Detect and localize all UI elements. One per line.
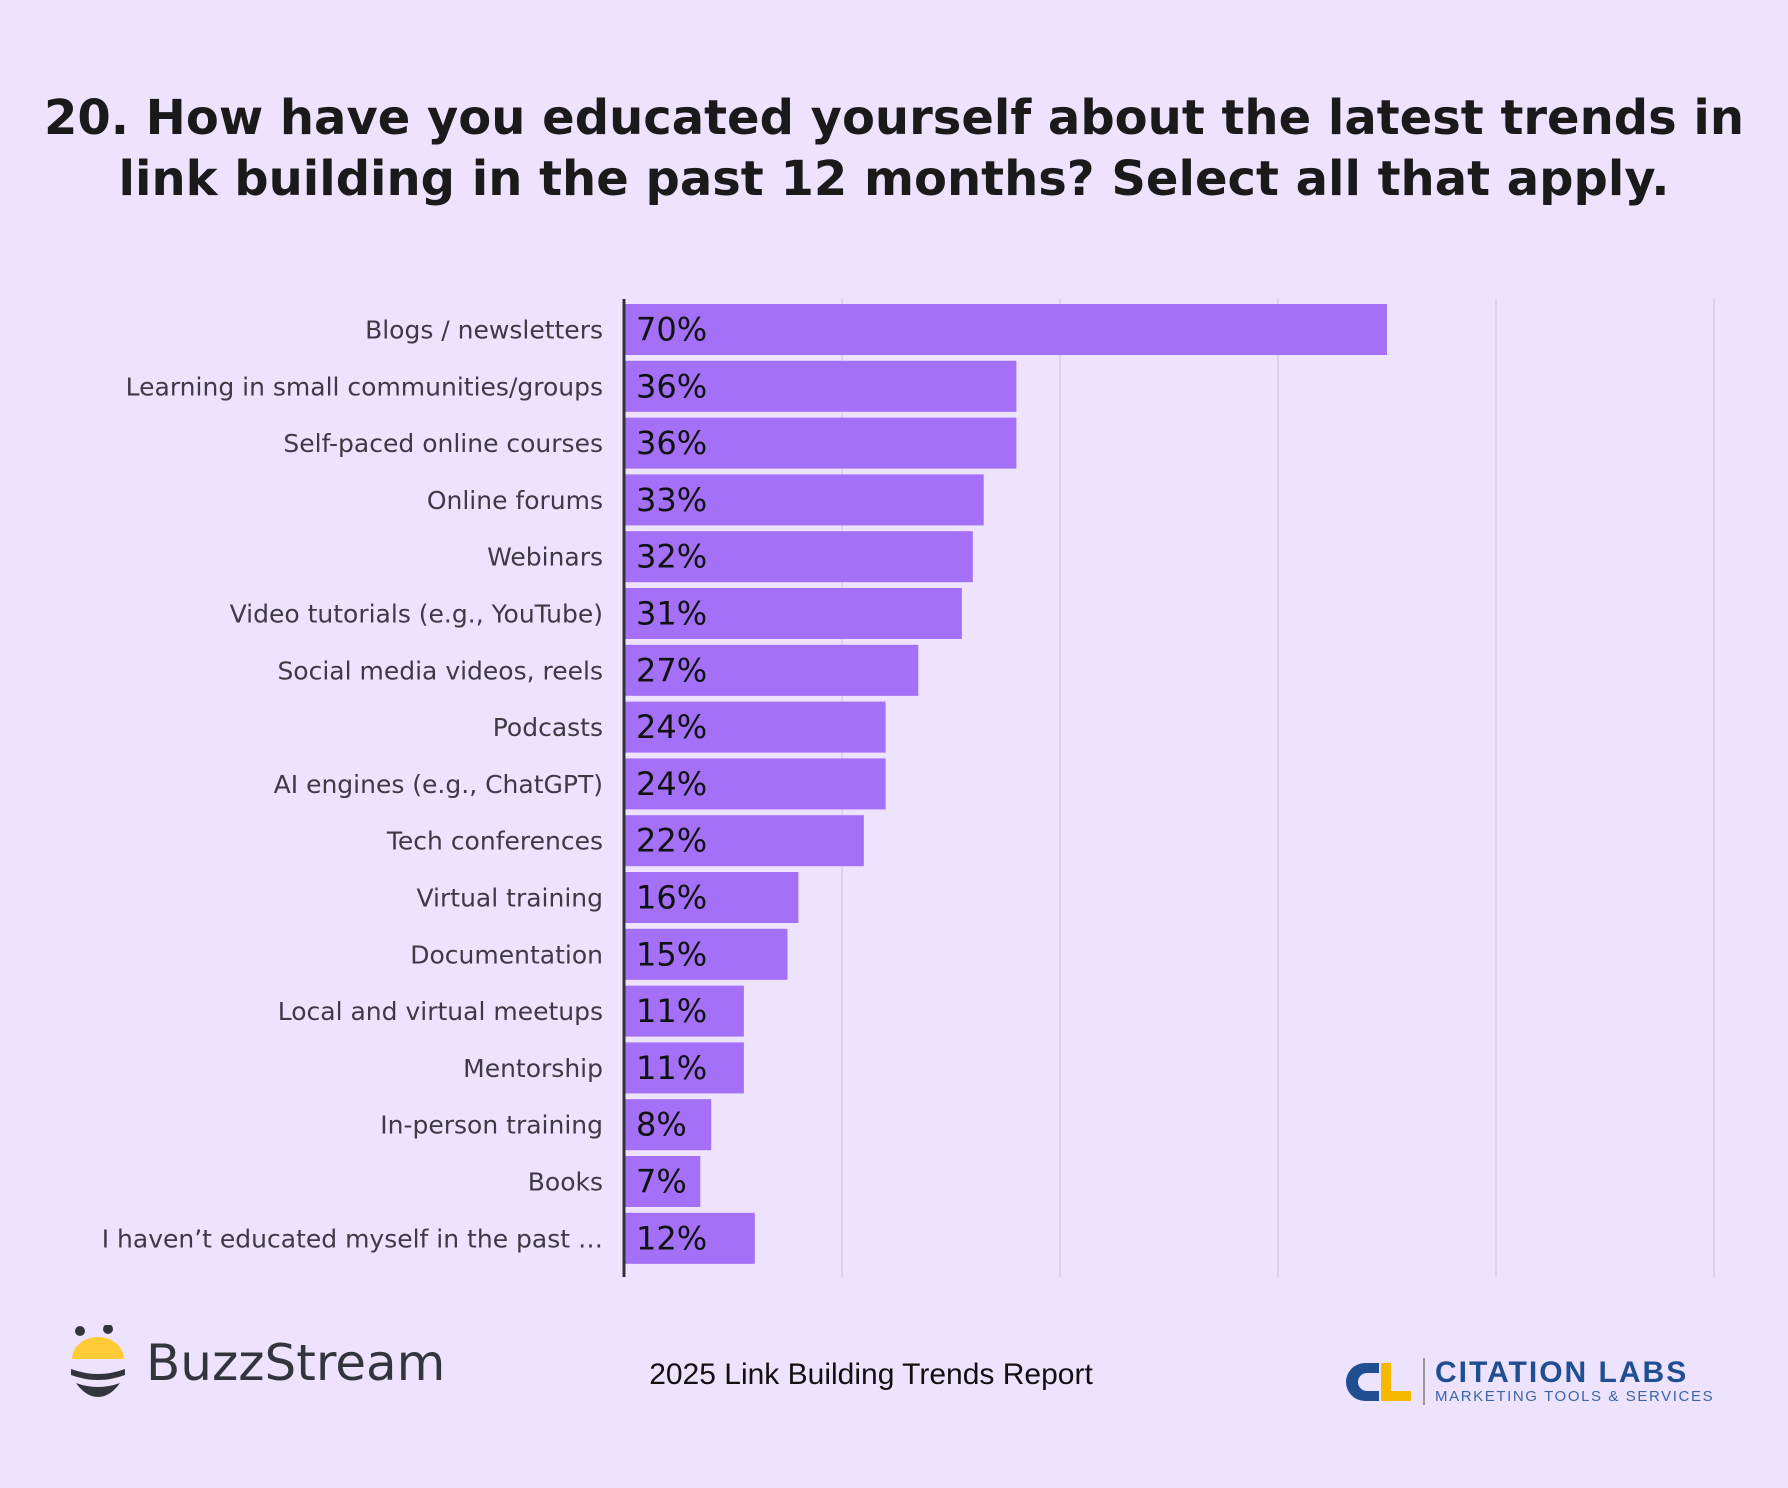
bar xyxy=(624,1212,755,1264)
bar xyxy=(624,531,973,583)
bar xyxy=(624,588,962,639)
citation-labs-logo: CITATION LABS MARKETING TOOLS & SERVICES xyxy=(1345,1358,1714,1405)
category-label: Video tutorials (e.g., YouTube) xyxy=(230,600,603,629)
value-label: 70% xyxy=(636,311,707,349)
category-label: Local and virtual meetups xyxy=(278,997,603,1026)
category-label: Social media videos, reels xyxy=(277,656,603,685)
value-label: 11% xyxy=(636,1049,707,1087)
value-label: 24% xyxy=(636,765,707,803)
category-label: Webinars xyxy=(487,543,603,572)
value-label: 16% xyxy=(636,879,707,917)
category-label: Tech conferences xyxy=(386,827,603,856)
value-label: 22% xyxy=(636,822,707,860)
category-label: Books xyxy=(528,1168,603,1197)
category-label: AI engines (e.g., ChatGPT) xyxy=(274,770,603,799)
category-label: Online forums xyxy=(427,486,603,515)
category-label: I haven’t educated myself in the past … xyxy=(102,1224,603,1253)
bar xyxy=(624,644,919,696)
value-label: 11% xyxy=(636,992,707,1030)
category-label: Learning in small communities/groups xyxy=(126,372,603,401)
category-label: Podcasts xyxy=(493,713,603,742)
value-label: 12% xyxy=(636,1219,707,1257)
value-label: 8% xyxy=(636,1106,687,1144)
bar xyxy=(624,928,788,980)
category-label: In-person training xyxy=(380,1111,603,1140)
bar xyxy=(624,872,799,923)
value-label: 27% xyxy=(636,651,707,689)
value-label: 36% xyxy=(636,367,707,405)
bee-icon xyxy=(71,1325,125,1397)
bar xyxy=(624,1099,712,1151)
bar-chart: 70% Blogs / newsletters 36% Learning in sma… xyxy=(102,299,1715,1277)
value-label: 7% xyxy=(636,1163,687,1201)
bar xyxy=(624,758,886,810)
bar xyxy=(624,304,1387,355)
cl-monogram-icon xyxy=(1346,1362,1411,1401)
category-label: Documentation xyxy=(410,940,603,969)
value-label: 36% xyxy=(636,424,707,462)
buzzstream-logo: BuzzStream xyxy=(70,1325,445,1401)
bar xyxy=(624,1156,701,1207)
value-label: 31% xyxy=(636,595,707,633)
report-title: 2025 Link Building Trends Report xyxy=(649,1358,1093,1391)
bar xyxy=(624,815,864,867)
category-label: Blogs / newsletters xyxy=(365,316,603,345)
citation-labs-name: CITATION LABS xyxy=(1435,1356,1689,1389)
category-label: Self-paced online courses xyxy=(283,429,603,458)
value-label: 24% xyxy=(636,708,707,746)
citation-labs-tagline: MARKETING TOOLS & SERVICES xyxy=(1435,1388,1715,1405)
bar xyxy=(624,701,886,753)
category-label: Virtual training xyxy=(417,884,604,913)
buzzstream-wordmark: BuzzStream xyxy=(146,1334,446,1392)
chart-title: 20. How have you educated yourself about… xyxy=(43,90,1745,207)
bar xyxy=(624,474,984,526)
value-label: 15% xyxy=(636,935,707,973)
category-label: Mentorship xyxy=(463,1054,603,1083)
value-label: 32% xyxy=(636,538,707,576)
bar xyxy=(624,417,1017,469)
value-label: 33% xyxy=(636,481,707,519)
bar xyxy=(624,1042,744,1094)
bar xyxy=(624,360,1017,412)
bar xyxy=(624,985,744,1037)
